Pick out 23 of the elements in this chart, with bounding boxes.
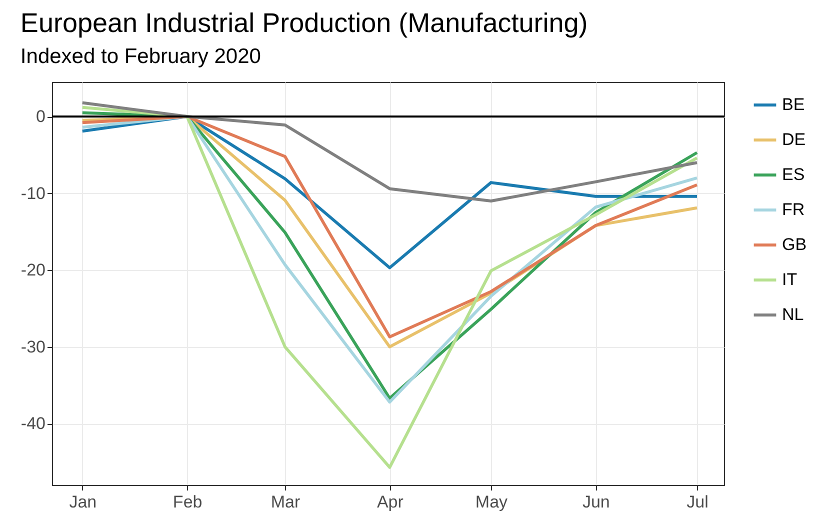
- y-tick-label: -40: [20, 414, 46, 434]
- y-tick-label: 0: [36, 107, 46, 126]
- legend-label: NL: [782, 305, 804, 324]
- line-series: [80, 106, 698, 469]
- x-tick-label: May: [475, 492, 508, 512]
- y-tick-label: -20: [20, 260, 46, 280]
- legend-label: DE: [782, 130, 806, 149]
- x-tick-label: Jan: [69, 492, 97, 512]
- y-tick-label: -10: [20, 184, 46, 203]
- legend-label: ES: [782, 165, 805, 184]
- chart-subtitle: Indexed to February 2020: [20, 45, 261, 68]
- legend-label: IT: [782, 270, 798, 289]
- line-series: [80, 101, 698, 202]
- x-tick-label: Jul: [686, 492, 708, 512]
- x-tick-label: Feb: [172, 492, 202, 512]
- x-tick-label: Mar: [270, 492, 300, 512]
- legend-label: GB: [782, 235, 807, 254]
- x-tick-label: Apr: [376, 492, 404, 512]
- legend-label: BE: [782, 95, 805, 114]
- y-tick-label: -30: [20, 337, 46, 356]
- x-tick-label: Jun: [582, 492, 610, 512]
- chart-title: European Industrial Production (Manufacturing): [20, 8, 588, 38]
- legend-label: FR: [782, 200, 805, 219]
